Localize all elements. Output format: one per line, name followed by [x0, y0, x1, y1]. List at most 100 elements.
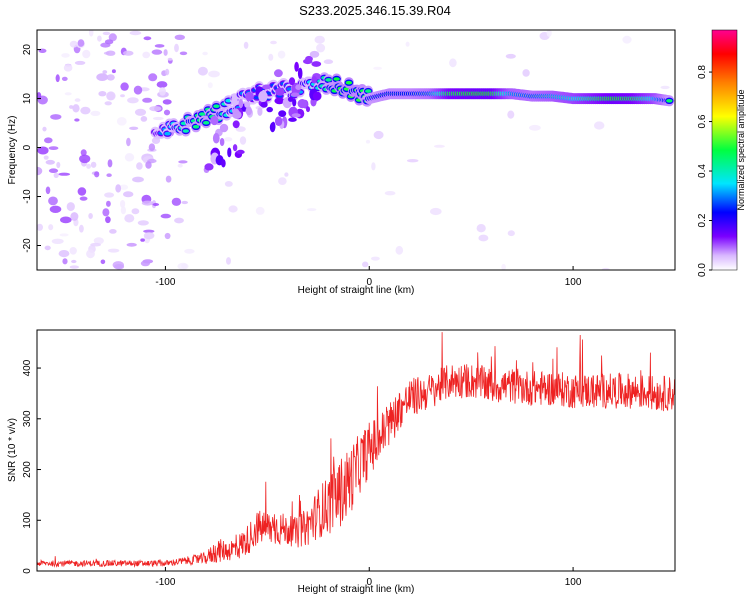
noise-blob	[94, 171, 100, 178]
ridge-core	[198, 112, 206, 116]
noise-blob	[594, 121, 605, 130]
streak-blob	[244, 101, 251, 108]
y-tick-label: 10	[22, 93, 33, 105]
noise-blob	[48, 196, 58, 206]
noise-blob	[71, 259, 77, 264]
noise-blob	[72, 104, 80, 113]
noise-blob	[74, 60, 86, 65]
noise-blob	[143, 36, 152, 41]
noise-blob	[102, 70, 108, 74]
spectrogram-y-ticks: 20 10 0 -10 -20	[22, 44, 41, 253]
noise-blob	[371, 256, 380, 261]
colorbar-tick-label: 0.8	[697, 65, 708, 79]
streak-blob	[297, 99, 307, 109]
streak-blob	[309, 50, 320, 58]
noise-blob	[148, 143, 156, 151]
noise-blob	[224, 137, 233, 142]
noise-blob	[120, 82, 129, 91]
noise-blob	[42, 126, 47, 132]
noise-blob	[64, 92, 72, 96]
noise-blob	[48, 168, 59, 173]
noise-blob	[140, 238, 145, 242]
streak-blob	[227, 147, 232, 158]
noise-blob	[284, 172, 289, 177]
noise-blob	[122, 50, 134, 56]
ridge-core	[192, 125, 200, 129]
noise-blob	[129, 126, 139, 130]
snr-y-axis-label: SNR (10 * v/v)	[7, 418, 18, 482]
streak-blob	[258, 90, 268, 103]
noise-blob	[270, 40, 277, 45]
noise-blob	[164, 232, 171, 240]
noise-blob	[116, 117, 127, 126]
y-tick-label: 0	[22, 144, 33, 150]
streak-blob	[311, 61, 322, 67]
noise-blob	[307, 208, 317, 212]
streak-blob	[232, 120, 240, 129]
noise-blob	[145, 161, 152, 169]
streak-blob	[210, 115, 219, 126]
noise-blob	[373, 130, 384, 140]
noise-blob	[44, 137, 53, 144]
streak-blob	[266, 106, 274, 113]
streak-blob	[311, 76, 318, 84]
noise-blob	[120, 94, 125, 98]
noise-blob	[148, 73, 158, 82]
noise-blob	[102, 31, 111, 36]
snr-frame	[36, 329, 676, 572]
noise-blob	[141, 200, 154, 206]
ridge-core	[345, 80, 353, 85]
snr-panel: -100 0 100 0 100 200 300 400 Height of straigh…	[7, 329, 676, 595]
spectrogram-cells	[37, 30, 675, 270]
streak-blob	[312, 91, 322, 101]
streak-blob	[288, 77, 296, 86]
noise-blob	[171, 197, 182, 206]
streak-blob	[297, 67, 303, 80]
ridge-core	[182, 129, 189, 133]
noise-blob	[255, 206, 265, 215]
noise-blob	[137, 220, 149, 226]
noise-blob	[97, 35, 102, 42]
noise-blob	[507, 110, 515, 119]
streak-blob	[204, 163, 214, 171]
noise-blob	[149, 106, 162, 112]
noise-blob	[102, 208, 110, 217]
streak-blob	[288, 117, 297, 122]
streak-blob	[257, 107, 263, 116]
noise-blob	[74, 118, 80, 122]
noise-blob	[140, 260, 150, 267]
ridge-core	[325, 78, 332, 82]
noise-blob	[86, 163, 91, 169]
noise-blob	[529, 124, 541, 131]
noise-blob	[131, 208, 140, 215]
noise-blob	[165, 175, 172, 183]
noise-blob	[163, 49, 168, 56]
y-tick-label: 400	[22, 359, 33, 376]
noise-blob	[93, 237, 104, 245]
streak-blob	[212, 132, 220, 144]
noise-blob	[132, 176, 144, 183]
noise-blob	[107, 248, 120, 253]
noise-blob	[142, 51, 151, 59]
noise-blob	[365, 139, 371, 144]
noise-blob	[98, 91, 107, 97]
y-tick-label: 0	[22, 568, 33, 574]
noise-blob	[127, 97, 139, 104]
noise-blob	[143, 232, 155, 240]
noise-blob	[163, 109, 171, 116]
noise-blob	[156, 81, 168, 88]
noise-blob	[177, 262, 189, 270]
noise-blob	[61, 53, 70, 58]
noise-blob	[165, 68, 170, 76]
colorbar-tick-label: 0.0	[697, 263, 708, 277]
colorbar-tick-label: 0.4	[697, 164, 708, 178]
x-tick-label: -100	[155, 577, 175, 588]
streak-blob	[245, 91, 254, 101]
noise-blob	[88, 213, 93, 219]
noise-blob	[151, 49, 163, 55]
noise-blob	[140, 116, 148, 122]
noise-blob	[622, 35, 632, 44]
ridge-core	[164, 131, 171, 136]
colorbar-ticks: 0.0 0.2 0.4 0.6 0.8	[697, 65, 712, 277]
